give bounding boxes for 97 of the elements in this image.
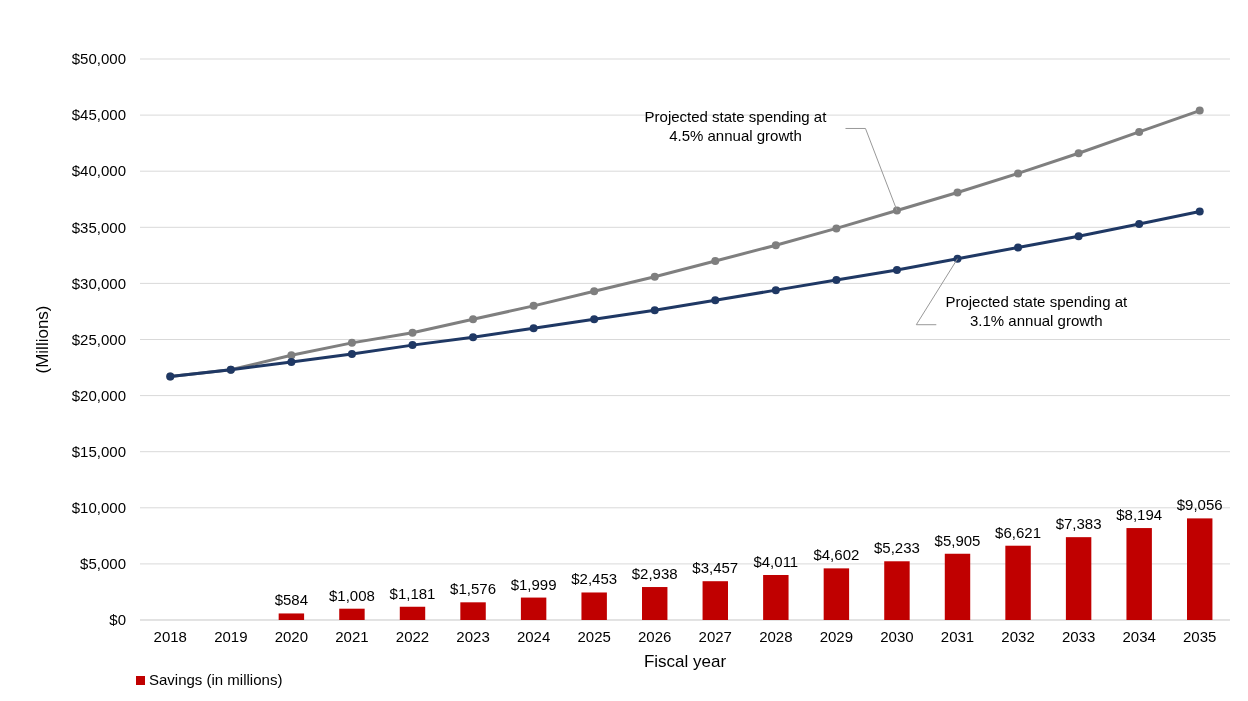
point: [1014, 243, 1023, 252]
point: [347, 338, 356, 347]
x-tick-label: 2033: [1061, 628, 1096, 645]
x-tick-label: 2022: [395, 628, 430, 645]
bar: [642, 587, 668, 620]
data-label: $5,905: [934, 531, 981, 549]
point: [469, 315, 478, 324]
bar: [1126, 528, 1152, 620]
bar: [339, 608, 365, 620]
x-tick-label: 2032: [1001, 628, 1035, 645]
y-tick-label: $25,000: [71, 330, 126, 348]
y-axis-title: (Millions): [33, 305, 52, 374]
point: [832, 224, 841, 233]
bar: [823, 568, 850, 620]
y-tick-label: $30,000: [71, 274, 126, 292]
x-tick-label: 2035: [1183, 628, 1217, 645]
data-label: $2,938: [631, 565, 678, 583]
bar: [520, 597, 547, 620]
data-label: $5,233: [874, 539, 920, 557]
point: [953, 188, 962, 197]
data-label: $4,602: [813, 546, 860, 564]
point: [711, 296, 720, 305]
y-tick-label: $5,000: [80, 555, 126, 573]
data-label: $1,181: [389, 584, 436, 602]
point: [953, 254, 962, 263]
x-axis-title: Fiscal year: [643, 652, 727, 671]
bar: [702, 581, 728, 620]
data-label: $6,621: [995, 523, 1041, 541]
bar: [944, 553, 971, 620]
y-tick-label: $20,000: [71, 386, 126, 404]
bar: [460, 602, 486, 620]
data-label: $1,576: [450, 580, 496, 598]
point: [529, 324, 538, 333]
point: [711, 256, 720, 265]
bar: [1065, 537, 1092, 620]
point: [287, 357, 296, 366]
bar: [1005, 545, 1031, 620]
point: [1014, 169, 1023, 178]
point: [408, 341, 417, 350]
x-tick-label: 2029: [819, 628, 854, 645]
x-tick-label: 2026: [638, 628, 672, 645]
x-tick-label: 2034: [1122, 628, 1156, 645]
data-label: $9,056: [1176, 496, 1223, 514]
point: [408, 328, 417, 337]
bar: [884, 561, 910, 620]
point: [1195, 207, 1204, 216]
data-label: $8,194: [1116, 506, 1163, 524]
text: Projected state spending at 4.5% annual growth: [644, 108, 828, 145]
y-tick-label: $45,000: [71, 106, 126, 124]
point: [832, 276, 841, 285]
x-tick-label: 2027: [698, 628, 732, 645]
x-tick-label: 2020: [274, 628, 309, 645]
bar: [1187, 518, 1213, 620]
point: [1195, 106, 1204, 115]
bar: [763, 575, 789, 620]
point: [590, 287, 599, 296]
x-tick-label: 2030: [880, 628, 914, 645]
bar: [399, 606, 426, 620]
bar: [278, 613, 305, 620]
point: [529, 301, 538, 310]
x-tick-label: 2021: [335, 628, 369, 645]
point: [1074, 149, 1083, 158]
x-tick-label: 2023: [456, 628, 490, 645]
x-tick-label: 2018: [153, 628, 187, 645]
y-tick-label: $35,000: [71, 218, 126, 236]
point: [892, 265, 901, 274]
point: [771, 286, 780, 295]
data-label: $1,008: [329, 586, 375, 604]
x-tick-label: 2024: [516, 628, 551, 645]
point: [347, 350, 356, 359]
y-tick-label: $50,000: [71, 50, 126, 68]
point: [1135, 127, 1144, 136]
bar: [581, 592, 607, 620]
x-tick-label: 2019: [214, 628, 248, 645]
data-label: $4,011: [753, 553, 799, 570]
text: Projected state spending at 3.1% annual growth: [945, 292, 1129, 329]
legend-label: Savings (in millions): [149, 671, 283, 688]
point: [650, 306, 659, 315]
x-tick-label: 2025: [577, 628, 611, 645]
data-label: $584: [274, 591, 309, 609]
x-tick-label: 2028: [759, 628, 793, 645]
data-label: $1,999: [510, 575, 557, 593]
point: [287, 351, 296, 360]
y-tick-label: $0: [109, 611, 126, 629]
data-label: $2,453: [571, 570, 618, 588]
x-tick-label: 2031: [940, 628, 975, 645]
y-tick-label: $15,000: [71, 442, 126, 460]
data-label: $3,457: [692, 559, 739, 577]
point: [469, 333, 478, 342]
point: [1074, 232, 1083, 241]
data-label: $7,383: [1055, 515, 1102, 533]
point: [771, 241, 780, 250]
y-tick-label: $40,000: [71, 162, 126, 180]
point: [1135, 219, 1144, 228]
point: [650, 272, 659, 281]
point: [590, 315, 599, 324]
y-tick-label: $10,000: [71, 499, 126, 517]
